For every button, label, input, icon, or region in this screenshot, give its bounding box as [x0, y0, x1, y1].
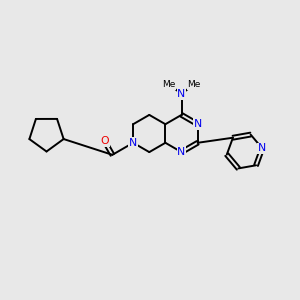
Text: Me: Me — [162, 80, 176, 89]
Text: N: N — [258, 143, 266, 153]
Text: N: N — [177, 89, 186, 99]
Text: Me: Me — [188, 80, 201, 89]
Text: N: N — [177, 147, 186, 157]
Text: N: N — [129, 138, 137, 148]
Text: N: N — [194, 119, 202, 129]
Text: O: O — [100, 136, 109, 146]
